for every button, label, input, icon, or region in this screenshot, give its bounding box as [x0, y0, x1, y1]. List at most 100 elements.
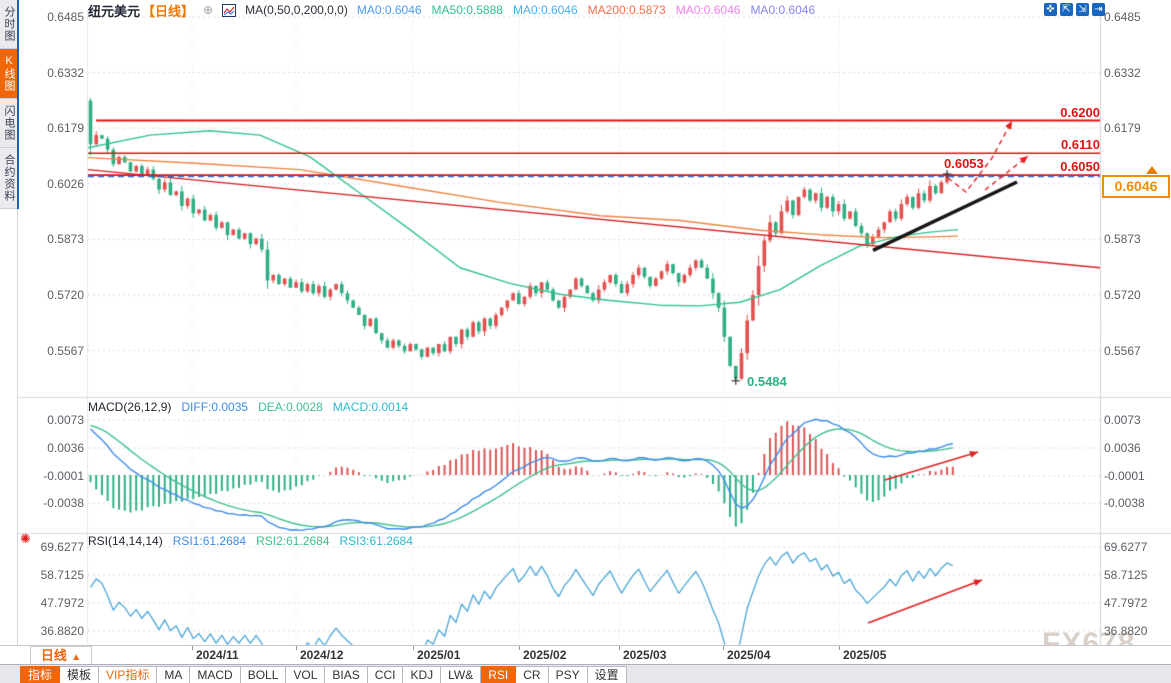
ma-value-label: MA50:0.5888 — [431, 3, 503, 17]
indicator-settings-icon[interactable]: ✺ — [20, 531, 31, 546]
fit-right-axis-icon[interactable]: ⇲ — [1076, 3, 1089, 16]
axis-tick-label: 58.7125 — [1104, 568, 1148, 582]
indicator-tab-macd[interactable]: MACD — [190, 666, 241, 683]
sidebar-tab-2[interactable]: K线图 — [0, 49, 17, 99]
axis-tick-label: 0.6485 — [1104, 10, 1141, 24]
axis-tick-label: 36.8820 — [40, 623, 84, 638]
indicator-tab-vip指标[interactable]: VIP指标 — [99, 666, 158, 683]
sidebar-tab-1[interactable]: 分时图 — [0, 0, 17, 49]
sidebar: 分时图 K线图 闪电图 合约资料 — [0, 0, 19, 683]
axis-tick-label: 0.5873 — [47, 232, 84, 247]
axis-tick-label: 47.7972 — [40, 595, 84, 610]
indicator-tab-lw&[interactable]: LW& — [441, 666, 482, 683]
axis-tick-label: 0.0073 — [47, 413, 84, 428]
swing-high-label: 0.6053 — [944, 156, 984, 171]
x-axis-label: 2025/03 — [623, 648, 667, 662]
indicator-tabbar: 指标 模板 VIP指标 MA MACD BOLL VOL BIAS CCI KDJ LW& RSI CR… — [0, 664, 1171, 683]
ma-params-label: MA(0,50,0,200,0,0) — [245, 3, 348, 17]
indicator-value-label: MACD:0.0014 — [332, 400, 409, 414]
macd-title: MACD(26,12,9) — [88, 400, 172, 414]
axis-tick-label: -0.0038 — [43, 496, 84, 511]
fit-left-axis-icon[interactable]: ⇱ — [1060, 3, 1073, 16]
x-axis-tick — [619, 646, 620, 650]
sidebar-tab-4[interactable]: 合约资料 — [0, 148, 17, 209]
sidebar-tabs: 分时图 K线图 闪电图 合约资料 — [0, 0, 19, 209]
add-indicator-icon[interactable]: ⊕ — [203, 3, 214, 17]
current-price-box: 0.6046 — [1102, 175, 1170, 198]
axis-tick-label: -0.0001 — [43, 468, 84, 483]
chart-header: 纽元美元 【日线】 ⊕ MA(0,50,0,200,0,0) MA0:0.6046… — [88, 1, 815, 19]
indicator-tab-模板[interactable]: 模板 — [60, 666, 100, 683]
ma-value-label: MA200:0.5873 — [587, 3, 666, 17]
rsi-header: RSI(14,14,14) RSI1:61.2684 RSI2:61.2684 RS… — [88, 534, 413, 548]
rsi-values: RSI1:61.2684 RSI2:61.2684 RSI3:61.2684 — [173, 534, 413, 548]
period-selector-button[interactable]: 日线 ▲ — [30, 646, 92, 666]
indicator-tab-ma[interactable]: MA — [157, 666, 191, 683]
indicator-tab-rsi[interactable]: RSI — [481, 666, 517, 683]
axis-tick-label: 0.5873 — [1104, 232, 1141, 247]
x-axis-tick — [723, 646, 724, 650]
ma-value-label: MA0:0.6046 — [356, 3, 422, 17]
indicator-tab-指标[interactable]: 指标 — [20, 666, 61, 683]
axis-tick-label: 69.6277 — [1104, 540, 1148, 554]
x-axis-tick — [413, 646, 414, 650]
macd-values: DIFF:0.0035 DEA:0.0028 MACD:0.0014 — [181, 400, 408, 414]
indicator-tab-boll[interactable]: BOLL — [240, 666, 287, 683]
indicator-tab-设置[interactable]: 设置 — [587, 666, 627, 683]
indicator-tab-kdj[interactable]: KDJ — [403, 666, 442, 683]
exit-chart-icon[interactable]: ⇥ — [1092, 3, 1105, 16]
timeframe-tag: 【日线】 — [142, 3, 195, 19]
axis-tick-label: -0.0038 — [1104, 496, 1145, 511]
rsi-title: RSI(14,14,14) — [88, 534, 163, 548]
x-axis-label: 2025/01 — [417, 648, 461, 662]
x-axis-label: 2025/05 — [843, 648, 887, 662]
x-axis-label: 2024/12 — [300, 648, 344, 662]
axis-tick-label: 0.5567 — [1104, 343, 1141, 358]
indicator-value-label: RSI3:61.2684 — [339, 534, 413, 548]
axis-tick-label: 0.6179 — [1104, 121, 1141, 136]
indicator-value-label: RSI2:61.2684 — [256, 534, 330, 548]
axis-tick-label: 0.6332 — [1104, 65, 1141, 80]
macd-header: MACD(26,12,9) DIFF:0.0035 DEA:0.0028 MACD:… — [88, 400, 408, 414]
level-label: 0.6050 — [1060, 159, 1100, 175]
indicator-tab-psy[interactable]: PSY — [548, 666, 588, 683]
price-up-arrow-icon — [1146, 166, 1158, 174]
x-axis-tick — [296, 646, 297, 650]
axis-tick-label: 58.7125 — [40, 568, 84, 582]
indicator-tab-vol[interactable]: VOL — [286, 666, 326, 683]
axis-tick-label: 0.6332 — [47, 65, 84, 80]
ma-value-label: MA0:0.6046 — [675, 3, 741, 17]
ma-values: MA0:0.6046 MA50:0.5888 MA0:0.6046 MA200:0.5… — [357, 3, 815, 17]
indicator-tab-bias[interactable]: BIAS — [325, 666, 368, 683]
pan-icon[interactable]: ✜ — [1044, 3, 1057, 16]
axis-tick-label: 0.5567 — [47, 343, 84, 358]
level-label: 0.6110 — [1060, 137, 1100, 153]
indicator-tabs: 指标 模板 VIP指标 MA MACD BOLL VOL BIAS CCI KDJ LW& RSI CR… — [20, 665, 627, 683]
axis-tick-label: 36.8820 — [1104, 623, 1148, 638]
axis-tick-label: 0.6485 — [47, 10, 84, 24]
axis-tick-label: 0.0073 — [1104, 413, 1141, 428]
axis-tick-label: 47.7972 — [1104, 595, 1148, 610]
axis-tick-label: 0.0036 — [1104, 441, 1141, 456]
indicator-value-label: DIFF:0.0035 — [181, 400, 249, 414]
level-label: 0.6200 — [1060, 104, 1100, 120]
axis-tick-label: 0.5720 — [1104, 288, 1141, 302]
ma-value-label: MA0:0.6046 — [512, 3, 578, 17]
chart-toolbar: ✜ ⇱ ⇲ ⇥ — [1044, 3, 1105, 16]
period-arrow-icon: ▲ — [71, 652, 82, 663]
x-axis-label: 2025/04 — [727, 648, 771, 662]
indicator-tab-cr[interactable]: CR — [516, 666, 549, 683]
symbol-name: 纽元美元 — [88, 3, 141, 19]
axis-tick-label: 0.6179 — [47, 121, 84, 136]
axis-tick-label: 0.5720 — [47, 288, 84, 302]
indicator-tab-cci[interactable]: CCI — [367, 666, 404, 683]
x-axis-tick — [839, 646, 840, 650]
x-axis-label: 2025/02 — [523, 648, 567, 662]
sidebar-tab-3[interactable]: 闪电图 — [0, 99, 17, 148]
mini-chart-icon[interactable] — [222, 3, 237, 17]
x-axis-tick — [192, 646, 193, 650]
swing-low-label: 0.5484 — [747, 374, 787, 389]
indicator-value-label: DEA:0.0028 — [258, 400, 323, 414]
axis-tick-label: 69.6277 — [40, 540, 84, 554]
